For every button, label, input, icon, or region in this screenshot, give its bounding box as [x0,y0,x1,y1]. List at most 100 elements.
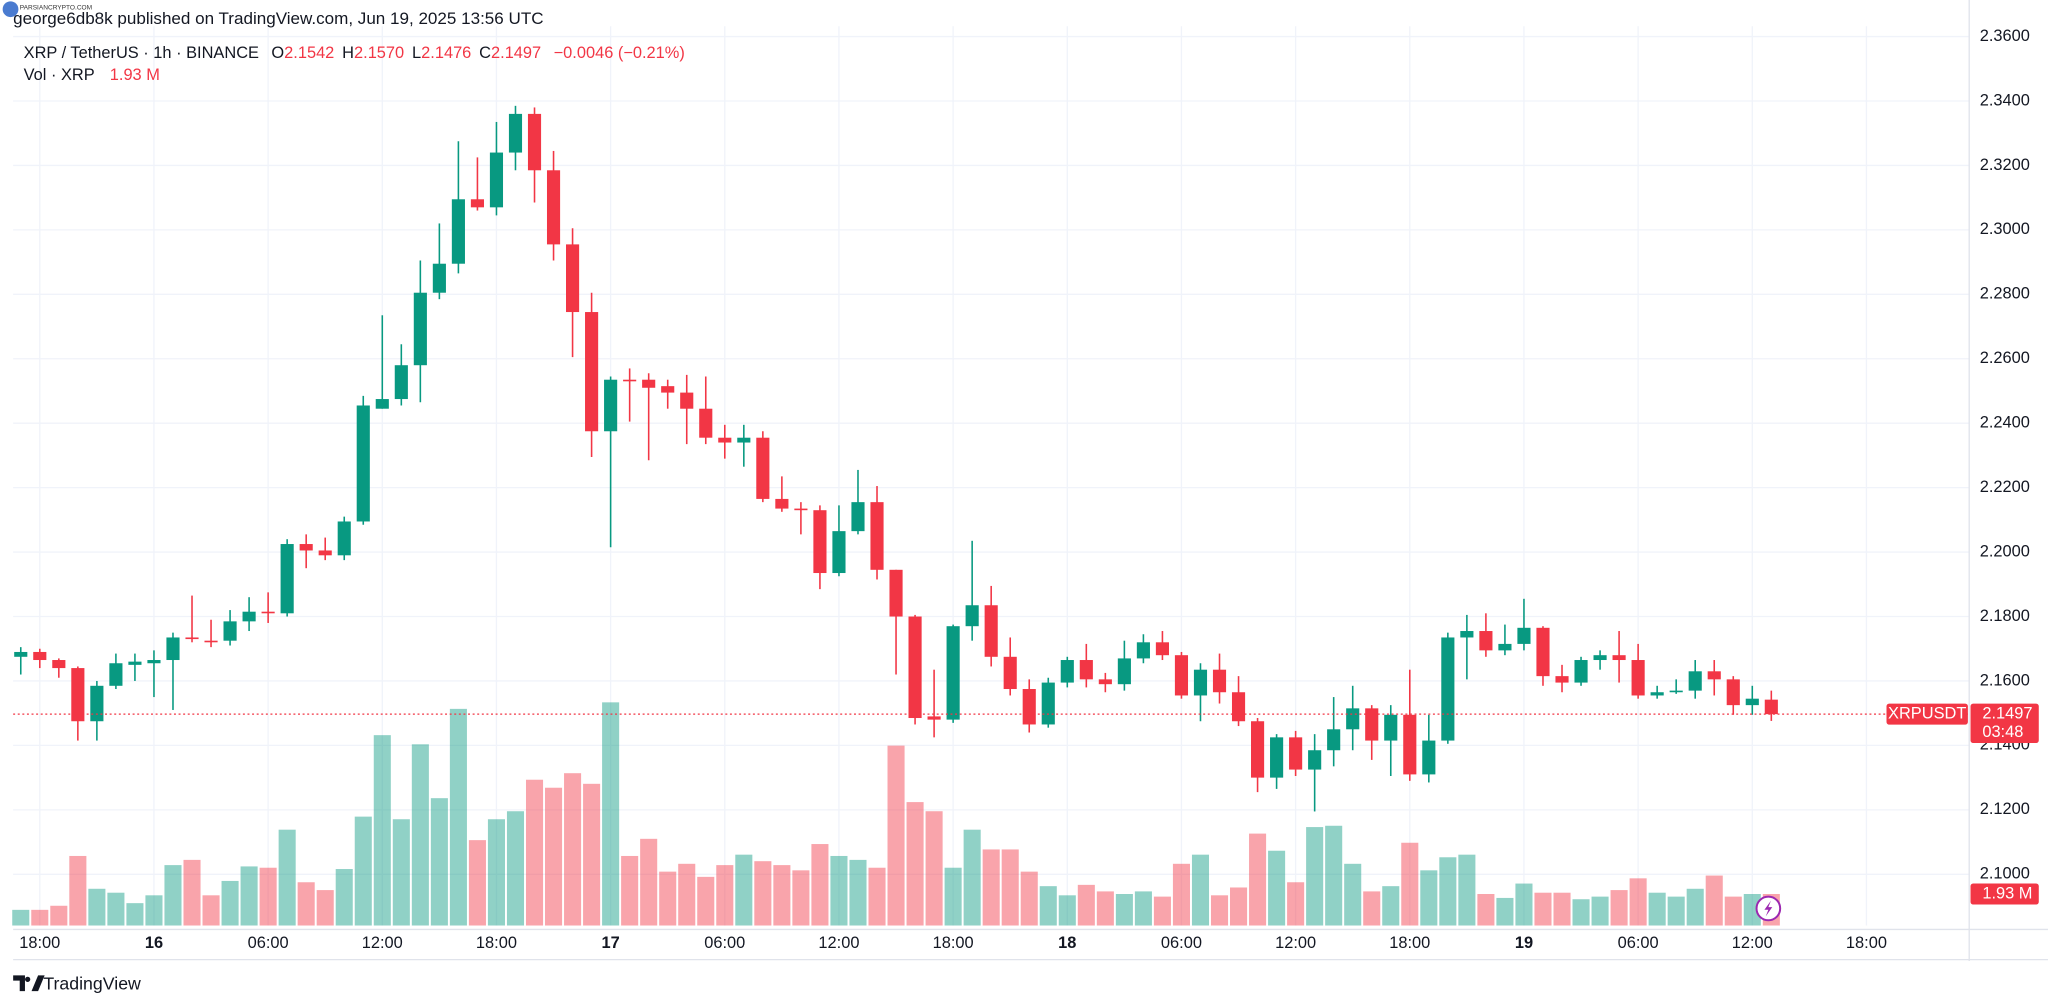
candle-body [1555,676,1569,683]
candle-body [242,611,256,622]
volume-bar [963,829,981,926]
candle-body [1346,708,1360,730]
volume-bar [906,802,924,926]
candle-body [14,651,28,657]
volume-bar [621,855,639,926]
volume-bar [735,854,753,926]
candle-body [1365,708,1379,741]
ohlc: O2.1542 H2.1570 L2.1476 C2.1497 [271,44,541,62]
candle-body [261,611,275,614]
candle-body [813,510,827,574]
candle-body [566,244,580,313]
countdown: 03:48 [1982,723,2023,741]
candle-body [775,498,789,509]
volume-bar [1667,896,1685,926]
volume-bar [69,855,87,926]
candle-body [1726,679,1740,706]
candle-body [33,651,47,661]
volume-bar [754,861,772,926]
volume-bar [678,863,696,926]
candle-body [1536,627,1550,677]
volume-bar [392,819,410,926]
candle-body [71,668,85,722]
volume-bar [202,895,220,926]
candle-body [1289,737,1303,770]
x-tick-label: 12:00 [818,934,859,952]
volume-bar [1363,891,1381,926]
x-tick-label: 12:00 [1732,934,1773,952]
volume-bar [1210,895,1229,926]
candle-body [908,616,922,719]
candle-body [1707,671,1721,680]
volume-bar [697,876,715,926]
volume-bar [1610,890,1628,926]
volume-bar [1382,886,1400,926]
volume-bar [487,819,505,926]
candle-body [1574,660,1588,683]
candle-body [90,685,104,722]
volume-bar [1230,887,1248,926]
volume-bar [107,892,125,926]
candles [14,105,1778,812]
candle-body [1384,714,1398,741]
ohlc-key: H [342,44,354,62]
x-tick-label: 06:00 [1161,934,1202,952]
candle-body [337,521,351,556]
candle-body [927,716,941,720]
volume-bar [164,865,182,926]
candle-body [1231,692,1246,722]
volume-bar [506,811,525,926]
candle-body [1308,750,1322,770]
candle-body [585,312,599,432]
x-tick-label: 16 [145,934,163,952]
x-tick-label: 12:00 [362,934,403,952]
candle-body [1403,714,1417,775]
candle-body [737,437,751,443]
volume-bar [602,702,620,926]
volume-bar [1648,892,1666,926]
volume-bar [1039,886,1057,926]
volume-bar [1477,894,1495,926]
volume-bar [545,787,563,926]
volume-bar [335,869,353,926]
candle-body [375,399,389,409]
volume-title: Vol · XRP [24,66,95,84]
volume-bar [1287,882,1305,926]
candle-body [1498,643,1512,651]
x-tick-label: 19 [1515,934,1533,952]
volume-bar [1325,825,1343,926]
candle-body [1745,698,1759,706]
candle-body [356,405,370,522]
volume-bar [1153,896,1171,926]
candle-body [280,544,294,614]
x-tick-label: 18:00 [1846,934,1887,952]
candle-body [1022,689,1036,725]
grid [13,26,1970,926]
volume-bar [1020,871,1038,926]
x-tick-label: 06:00 [248,934,289,952]
y-tick-label: 2.1200 [1980,800,2030,818]
candle-body [1117,658,1131,685]
volume-bar [659,871,677,926]
volume-bar [1705,875,1723,926]
volume-tag: 1.93 M [1982,884,2032,902]
volume-bar [1553,892,1571,926]
y-tick-label: 2.3400 [1980,91,2030,109]
volume-bar [1724,896,1742,926]
y-tick-label: 2.2800 [1980,285,2030,303]
candle-body [946,626,960,720]
candle-body [223,621,237,641]
volume-bar [12,909,30,926]
volume-bar [1534,892,1552,926]
y-tick-label: 2.2200 [1980,478,2030,496]
alert-icon-bolt [1764,900,1773,917]
volume-bar [354,816,372,926]
volume-bar [868,867,886,926]
candle-body [1212,669,1227,693]
candle-body [794,508,808,511]
volume-bar [145,895,163,926]
volume-bar [126,903,144,926]
volume-bar [430,798,448,926]
